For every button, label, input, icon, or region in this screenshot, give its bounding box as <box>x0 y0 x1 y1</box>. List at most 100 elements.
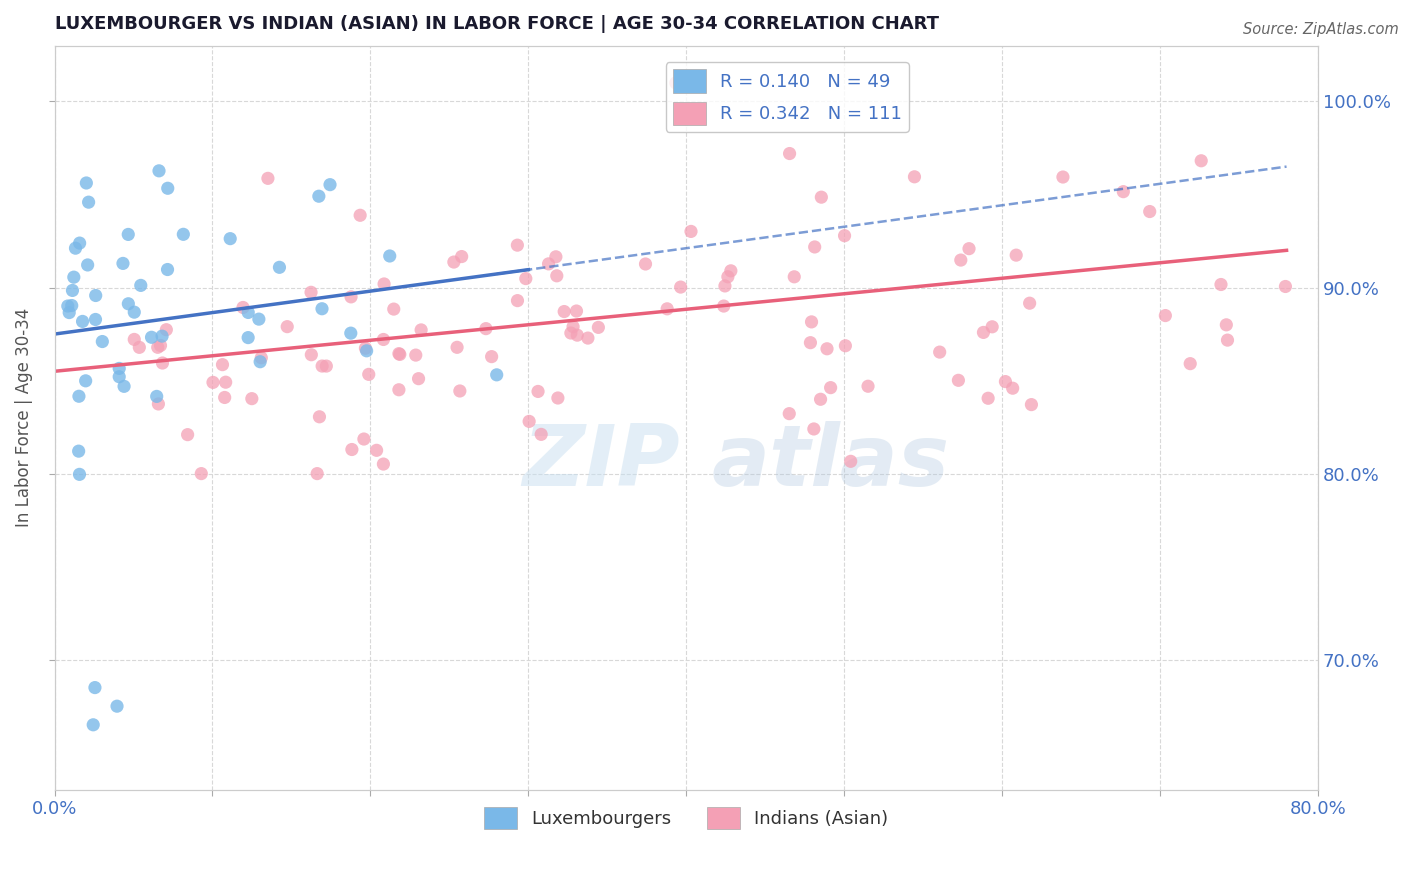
Point <box>156 181 179 195</box>
Point <box>84 681 107 695</box>
Point <box>657 301 679 316</box>
Point <box>665 76 688 90</box>
Point <box>1154 309 1177 323</box>
Point <box>152 356 174 370</box>
Point <box>803 422 825 436</box>
Point <box>948 373 970 387</box>
Point <box>1209 277 1232 292</box>
Point <box>148 397 170 411</box>
Point <box>63 270 86 285</box>
Point <box>714 279 737 293</box>
Point <box>834 228 856 243</box>
Point <box>276 319 298 334</box>
Point <box>146 340 169 354</box>
Point <box>340 290 363 304</box>
Point <box>1001 381 1024 395</box>
Point <box>839 454 862 468</box>
Point <box>145 389 167 403</box>
Point <box>122 305 145 319</box>
Point <box>481 350 503 364</box>
Point <box>981 319 1004 334</box>
Point <box>515 271 537 285</box>
Point <box>634 257 657 271</box>
Point <box>155 323 177 337</box>
Point <box>506 293 529 308</box>
Point <box>82 718 104 732</box>
Point <box>546 268 568 283</box>
Point <box>957 242 980 256</box>
Point <box>69 467 91 482</box>
Point <box>544 250 567 264</box>
Point <box>565 304 588 318</box>
Point <box>547 391 569 405</box>
Point <box>339 326 361 340</box>
Point <box>215 375 238 389</box>
Point <box>58 305 80 319</box>
Point <box>388 347 411 361</box>
Point <box>356 343 378 358</box>
Point <box>506 238 529 252</box>
Point <box>354 341 377 355</box>
Point <box>815 342 838 356</box>
Y-axis label: In Labor Force | Age 30-34: In Labor Force | Age 30-34 <box>15 308 32 527</box>
Point <box>856 379 879 393</box>
Point <box>720 264 742 278</box>
Point <box>373 457 395 471</box>
Point <box>149 338 172 352</box>
Text: ZIP: ZIP <box>522 421 679 504</box>
Point <box>1005 248 1028 262</box>
Point <box>366 443 388 458</box>
Point <box>201 376 224 390</box>
Point <box>62 284 84 298</box>
Point <box>373 333 395 347</box>
Point <box>799 335 821 350</box>
Point <box>122 333 145 347</box>
Point <box>977 391 1000 405</box>
Point <box>75 374 97 388</box>
Point <box>576 331 599 345</box>
Point <box>247 312 270 326</box>
Point <box>1018 296 1040 310</box>
Point <box>319 178 342 192</box>
Point <box>588 320 610 334</box>
Point <box>257 171 280 186</box>
Point <box>779 146 801 161</box>
Point <box>117 227 139 242</box>
Point <box>357 368 380 382</box>
Point <box>388 346 411 360</box>
Point <box>219 232 242 246</box>
Text: Source: ZipAtlas.com: Source: ZipAtlas.com <box>1243 22 1399 37</box>
Point <box>800 315 823 329</box>
Point <box>537 257 560 271</box>
Point <box>117 297 139 311</box>
Point <box>820 381 842 395</box>
Point <box>1112 185 1135 199</box>
Point <box>713 299 735 313</box>
Point <box>299 348 322 362</box>
Point <box>1274 279 1296 293</box>
Point <box>307 467 329 481</box>
Point <box>108 369 131 384</box>
Point <box>108 361 131 376</box>
Point <box>949 253 972 268</box>
Point <box>190 467 212 481</box>
Point <box>56 299 79 313</box>
Point <box>1180 357 1202 371</box>
Point <box>1215 318 1237 332</box>
Point <box>778 407 800 421</box>
Legend: Luxembourgers, Indians (Asian): Luxembourgers, Indians (Asian) <box>477 800 896 837</box>
Point <box>214 391 236 405</box>
Point <box>810 190 832 204</box>
Point <box>717 269 740 284</box>
Point <box>450 250 472 264</box>
Point <box>669 280 692 294</box>
Point <box>388 383 411 397</box>
Point <box>562 319 585 334</box>
Point <box>77 195 100 210</box>
Point <box>308 189 330 203</box>
Point <box>311 301 333 316</box>
Point <box>250 351 273 365</box>
Point <box>128 340 150 354</box>
Point <box>105 699 128 714</box>
Point <box>349 208 371 222</box>
